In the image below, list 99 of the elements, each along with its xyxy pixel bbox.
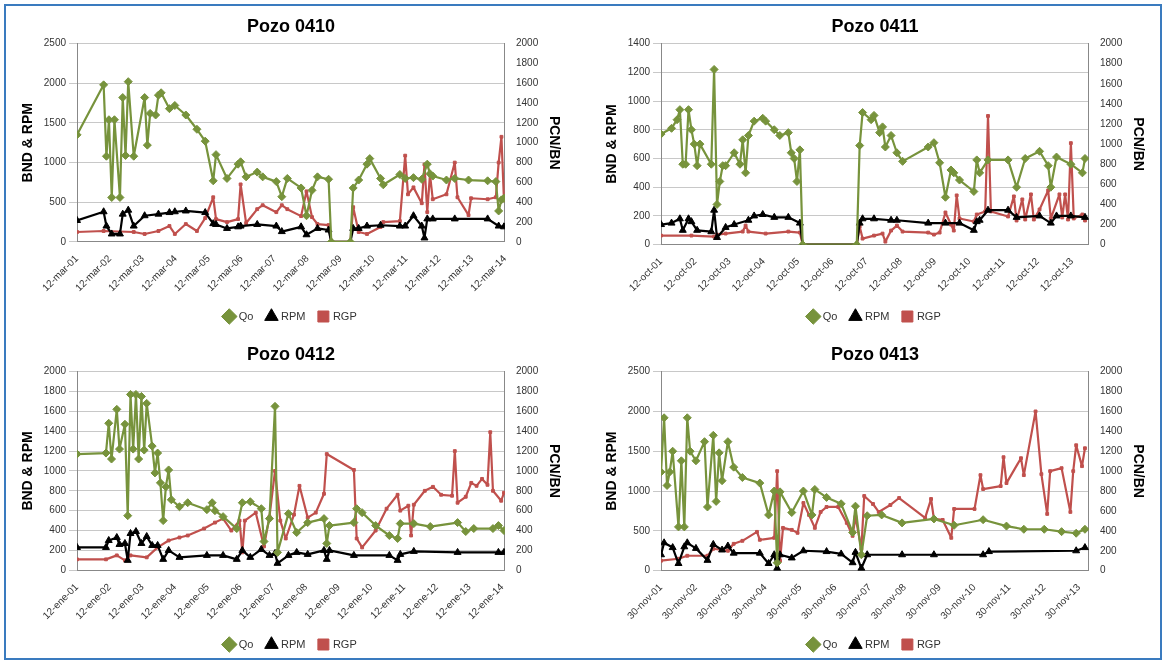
y-axis-title: BND & RPM — [603, 104, 620, 184]
y2-tick-label: 600 — [515, 504, 534, 516]
y-tick-label: 400 — [633, 180, 651, 192]
y2-axis-title: PCN/BN — [546, 115, 563, 170]
y-tick-label: 1000 — [43, 464, 67, 476]
y2-tick-label: 1400 — [515, 424, 539, 436]
y2-tick-label: 1800 — [1099, 57, 1123, 69]
y2-tick-label: 2000 — [1099, 365, 1123, 377]
y2-tick-label: 1600 — [1099, 77, 1123, 89]
chart-title: Pozo 0410 — [246, 15, 336, 36]
y-tick-label: 2000 — [627, 405, 651, 417]
y-tick-label: 0 — [60, 564, 67, 576]
y-tick-label: 2500 — [43, 37, 67, 49]
y2-tick-label: 400 — [1099, 198, 1118, 210]
y2-tick-label: 1000 — [515, 464, 539, 476]
y-tick-label: 1000 — [43, 156, 67, 168]
y2-tick-label: 1400 — [515, 96, 539, 108]
legend-label: RPM — [864, 309, 890, 322]
legend-label: RGP — [332, 637, 357, 650]
y-tick-label: 1000 — [627, 94, 651, 106]
y-tick-label: 200 — [633, 209, 651, 221]
y2-tick-label: 2000 — [515, 365, 539, 377]
y2-tick-label: 600 — [515, 176, 534, 188]
y2-tick-label: 800 — [1099, 157, 1118, 169]
y2-tick-label: 1200 — [1099, 444, 1123, 456]
y-tick-label: 0 — [644, 238, 651, 250]
y2-tick-label: 1000 — [1099, 137, 1123, 149]
y2-tick-label: 200 — [1099, 218, 1118, 230]
y2-tick-label: 1800 — [1099, 385, 1123, 397]
y2-tick-label: 1200 — [515, 444, 539, 456]
y-tick-label: 1500 — [43, 116, 67, 128]
y2-tick-label: 2000 — [1099, 37, 1123, 49]
y2-tick-label: 600 — [1099, 178, 1118, 190]
y2-tick-label: 1800 — [515, 385, 539, 397]
y-tick-label: 1800 — [43, 385, 67, 397]
y-tick-label: 0 — [644, 564, 651, 576]
y2-tick-label: 800 — [515, 156, 534, 168]
y-axis-title: BND & RPM — [603, 431, 620, 511]
y2-tick-label: 400 — [515, 195, 534, 207]
y-tick-label: 400 — [49, 524, 67, 536]
chart-title: Pozo 0412 — [246, 343, 336, 364]
y2-tick-label: 600 — [1099, 504, 1118, 516]
y2-tick-label: 1800 — [515, 57, 539, 69]
legend-label: Qo — [822, 309, 838, 322]
y-axis-title: BND & RPM — [19, 431, 36, 511]
y2-tick-label: 200 — [515, 215, 534, 227]
y2-tick-label: 1200 — [515, 116, 539, 128]
y2-tick-label: 400 — [515, 524, 534, 536]
legend-label: RGP — [332, 309, 357, 322]
y-tick-label: 1000 — [627, 484, 651, 496]
y-tick-label: 1500 — [627, 444, 651, 456]
y2-axis-title: PCN/BN — [1130, 117, 1147, 171]
y-tick-label: 1400 — [43, 424, 67, 436]
y-tick-label: 1600 — [43, 405, 67, 417]
legend-label: Qo — [822, 637, 838, 650]
chart-title: Pozo 0413 — [830, 343, 920, 364]
legend-label: RPM — [280, 309, 306, 322]
y2-axis-title: PCN/BN — [546, 444, 563, 498]
legend-label: Qo — [238, 637, 254, 650]
y-tick-label: 2500 — [627, 365, 651, 377]
y2-tick-label: 1600 — [515, 405, 539, 417]
y2-tick-label: 1600 — [1099, 405, 1123, 417]
y-tick-label: 1200 — [627, 66, 651, 78]
y-tick-label: 0 — [60, 235, 67, 247]
y-tick-label: 1200 — [43, 444, 67, 456]
legend-label: RPM — [864, 637, 890, 650]
y2-tick-label: 0 — [515, 235, 522, 247]
y-tick-label: 500 — [49, 195, 67, 207]
y2-tick-label: 0 — [515, 564, 522, 576]
y2-tick-label: 1200 — [1099, 117, 1123, 129]
legend-label: RGP — [916, 309, 941, 322]
y2-tick-label: 1400 — [1099, 97, 1123, 109]
y2-tick-label: 200 — [1099, 544, 1118, 556]
y2-tick-label: 800 — [1099, 484, 1118, 496]
y2-tick-label: 1000 — [515, 136, 539, 148]
y-tick-label: 2000 — [43, 77, 67, 89]
legend-label: RGP — [916, 637, 941, 650]
y-tick-label: 2000 — [43, 365, 67, 377]
legend-label: Qo — [238, 309, 254, 322]
y2-tick-label: 2000 — [515, 37, 539, 49]
y2-tick-label: 0 — [1099, 238, 1106, 250]
y-tick-label: 200 — [49, 544, 67, 556]
chart-title: Pozo 0411 — [831, 15, 919, 36]
legend-label: RPM — [280, 637, 306, 650]
y2-tick-label: 400 — [1099, 524, 1118, 536]
y-tick-label: 1400 — [627, 37, 651, 49]
y-tick-label: 600 — [633, 152, 651, 164]
y2-tick-label: 1600 — [515, 77, 539, 89]
y2-tick-label: 1400 — [1099, 425, 1123, 437]
y-tick-label: 800 — [633, 123, 651, 135]
y-axis-title: BND & RPM — [19, 103, 36, 183]
y2-tick-label: 1000 — [1099, 464, 1123, 476]
y-tick-label: 800 — [49, 484, 67, 496]
y-tick-label: 500 — [633, 524, 651, 536]
y2-tick-label: 0 — [1099, 564, 1106, 576]
y2-axis-title: PCN/BN — [1130, 444, 1147, 498]
y2-tick-label: 800 — [515, 484, 534, 496]
y-tick-label: 600 — [49, 504, 67, 516]
y2-tick-label: 200 — [515, 544, 534, 556]
